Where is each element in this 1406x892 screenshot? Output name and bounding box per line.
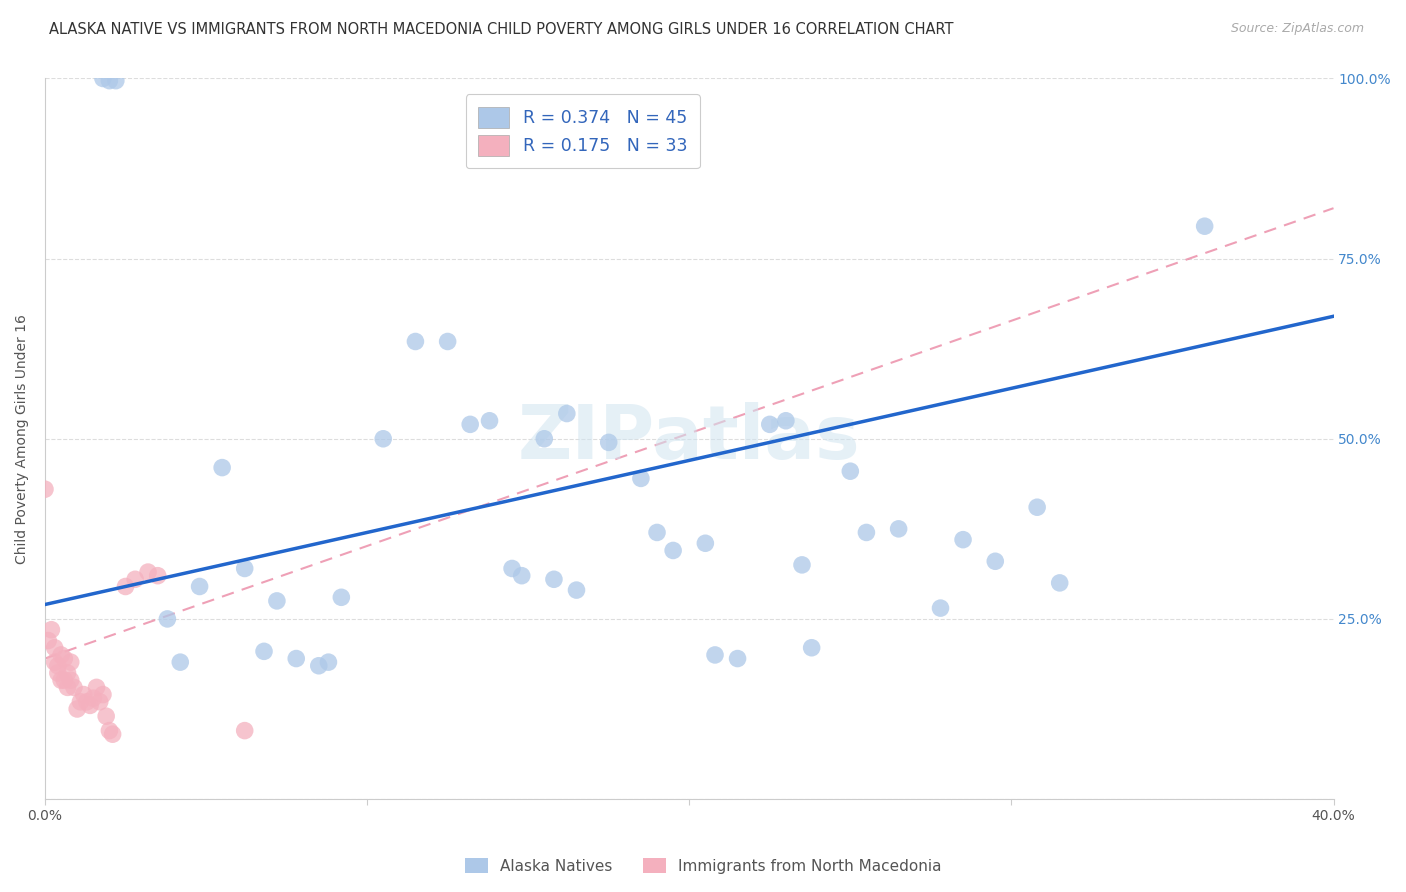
Point [233,723,256,738]
Point [790,558,813,572]
Point [510,568,533,582]
Point [76,695,98,709]
Point [645,525,668,540]
Text: Source: ZipAtlas.com: Source: ZipAtlas.com [1230,22,1364,36]
Point [373,432,395,446]
Point [233,561,256,575]
Point [49,673,72,688]
Point [478,414,501,428]
Point [458,417,481,432]
Point [952,533,974,547]
Point [98,73,121,87]
Point [46,665,69,680]
Point [46,658,69,673]
Point [984,554,1007,568]
Point [285,651,308,665]
Point [1194,219,1216,234]
Point [308,658,330,673]
Point [86,681,108,695]
Point [49,648,72,662]
Point [855,525,877,540]
Point [56,665,79,680]
Point [436,334,458,349]
Point [533,432,555,446]
Point [66,702,89,716]
Point [565,583,588,598]
Point [96,709,118,723]
Point [69,695,91,709]
Point [82,691,104,706]
Point [59,655,82,669]
Text: ALASKA NATIVE VS IMMIGRANTS FROM NORTH MACEDONIA CHILD POVERTY AMONG GIRLS UNDER: ALASKA NATIVE VS IMMIGRANTS FROM NORTH M… [49,22,953,37]
Point [53,673,76,688]
Point [630,471,652,485]
Point [266,594,288,608]
Y-axis label: Child Poverty Among Girls Under 16: Child Poverty Among Girls Under 16 [15,314,30,564]
Point [56,681,79,695]
Legend: Alaska Natives, Immigrants from North Macedonia: Alaska Natives, Immigrants from North Ma… [458,852,948,880]
Point [555,407,578,421]
Point [1049,575,1071,590]
Point [1026,500,1049,515]
Point [34,482,56,496]
Point [136,565,159,579]
Point [44,655,66,669]
Point [839,464,862,478]
Point [156,612,179,626]
Point [63,681,86,695]
Point [104,73,127,87]
Point [41,623,63,637]
Point [114,580,136,594]
Point [59,673,82,688]
Point [89,695,111,709]
Point [124,572,146,586]
Point [662,543,685,558]
Legend: R = 0.374   N = 45, R = 0.175   N = 33: R = 0.374 N = 45, R = 0.175 N = 33 [465,95,700,168]
Point [253,644,276,658]
Point [169,655,191,669]
Text: ZIPatlas: ZIPatlas [517,402,860,475]
Point [727,651,749,665]
Point [72,688,94,702]
Point [704,648,727,662]
Point [188,580,211,594]
Point [543,572,565,586]
Point [98,723,121,738]
Point [330,591,353,605]
Point [318,655,340,669]
Point [695,536,717,550]
Point [44,640,66,655]
Point [598,435,620,450]
Point [91,688,114,702]
Point [775,414,797,428]
Point [79,698,101,713]
Point [53,651,76,665]
Point [929,601,952,615]
Point [91,71,114,86]
Point [37,633,59,648]
Point [146,568,169,582]
Point [211,460,233,475]
Point [887,522,910,536]
Point [501,561,523,575]
Point [404,334,426,349]
Point [101,727,124,741]
Point [800,640,823,655]
Point [758,417,780,432]
